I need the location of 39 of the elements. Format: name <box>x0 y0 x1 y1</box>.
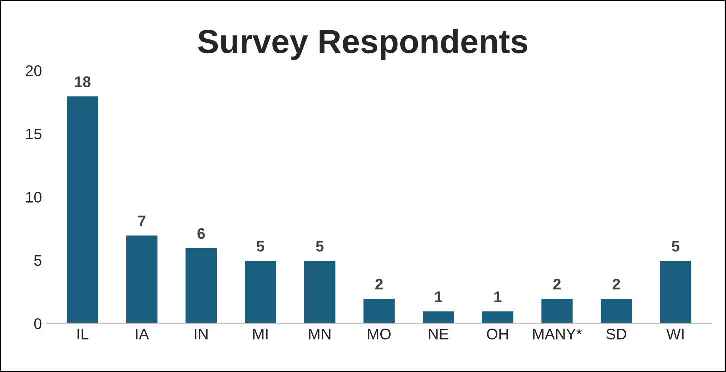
data-label: 7 <box>138 216 146 226</box>
chart-title: Survey Respondents <box>198 29 528 60</box>
bar <box>303 260 338 324</box>
bar <box>422 310 456 324</box>
bar <box>658 260 693 324</box>
bar <box>540 298 574 324</box>
data-label: 2 <box>376 278 383 290</box>
y-tick-label: 0 <box>34 318 42 330</box>
data-label: 2 <box>554 278 561 290</box>
bar <box>600 298 634 324</box>
data-label: 5 <box>316 241 324 252</box>
x-tick-label: MI <box>253 329 268 340</box>
data-label: 5 <box>256 241 265 252</box>
data-label: 1 <box>435 292 442 302</box>
x-tick-label: IA <box>136 329 150 340</box>
y-tick-label: 20 <box>26 66 42 76</box>
x-tick-label: MO <box>368 328 391 340</box>
x-tick-label: NE <box>429 329 449 340</box>
x-tick-label: SD <box>606 328 626 340</box>
bar <box>125 234 160 324</box>
data-label: 6 <box>198 228 206 240</box>
x-tick-label: MANY* <box>533 329 582 340</box>
bar <box>184 247 218 324</box>
x-tick-label: MN <box>309 329 331 340</box>
y-tick-label: 15 <box>26 128 42 140</box>
bar <box>66 95 100 324</box>
data-label: 18 <box>75 76 91 88</box>
data-label: 2 <box>612 278 620 290</box>
data-label: 1 <box>494 292 502 302</box>
x-tick-label: OH <box>487 328 508 340</box>
bar <box>244 260 278 324</box>
x-tick-label: WI <box>666 329 684 340</box>
bar <box>480 310 515 324</box>
x-tick-label: IN <box>195 329 208 340</box>
x-tick-label: IL <box>78 329 89 340</box>
y-tick-label: 5 <box>34 255 42 266</box>
data-label: 5 <box>672 241 680 252</box>
y-tick-label: 10 <box>26 192 42 203</box>
bar <box>362 298 396 324</box>
